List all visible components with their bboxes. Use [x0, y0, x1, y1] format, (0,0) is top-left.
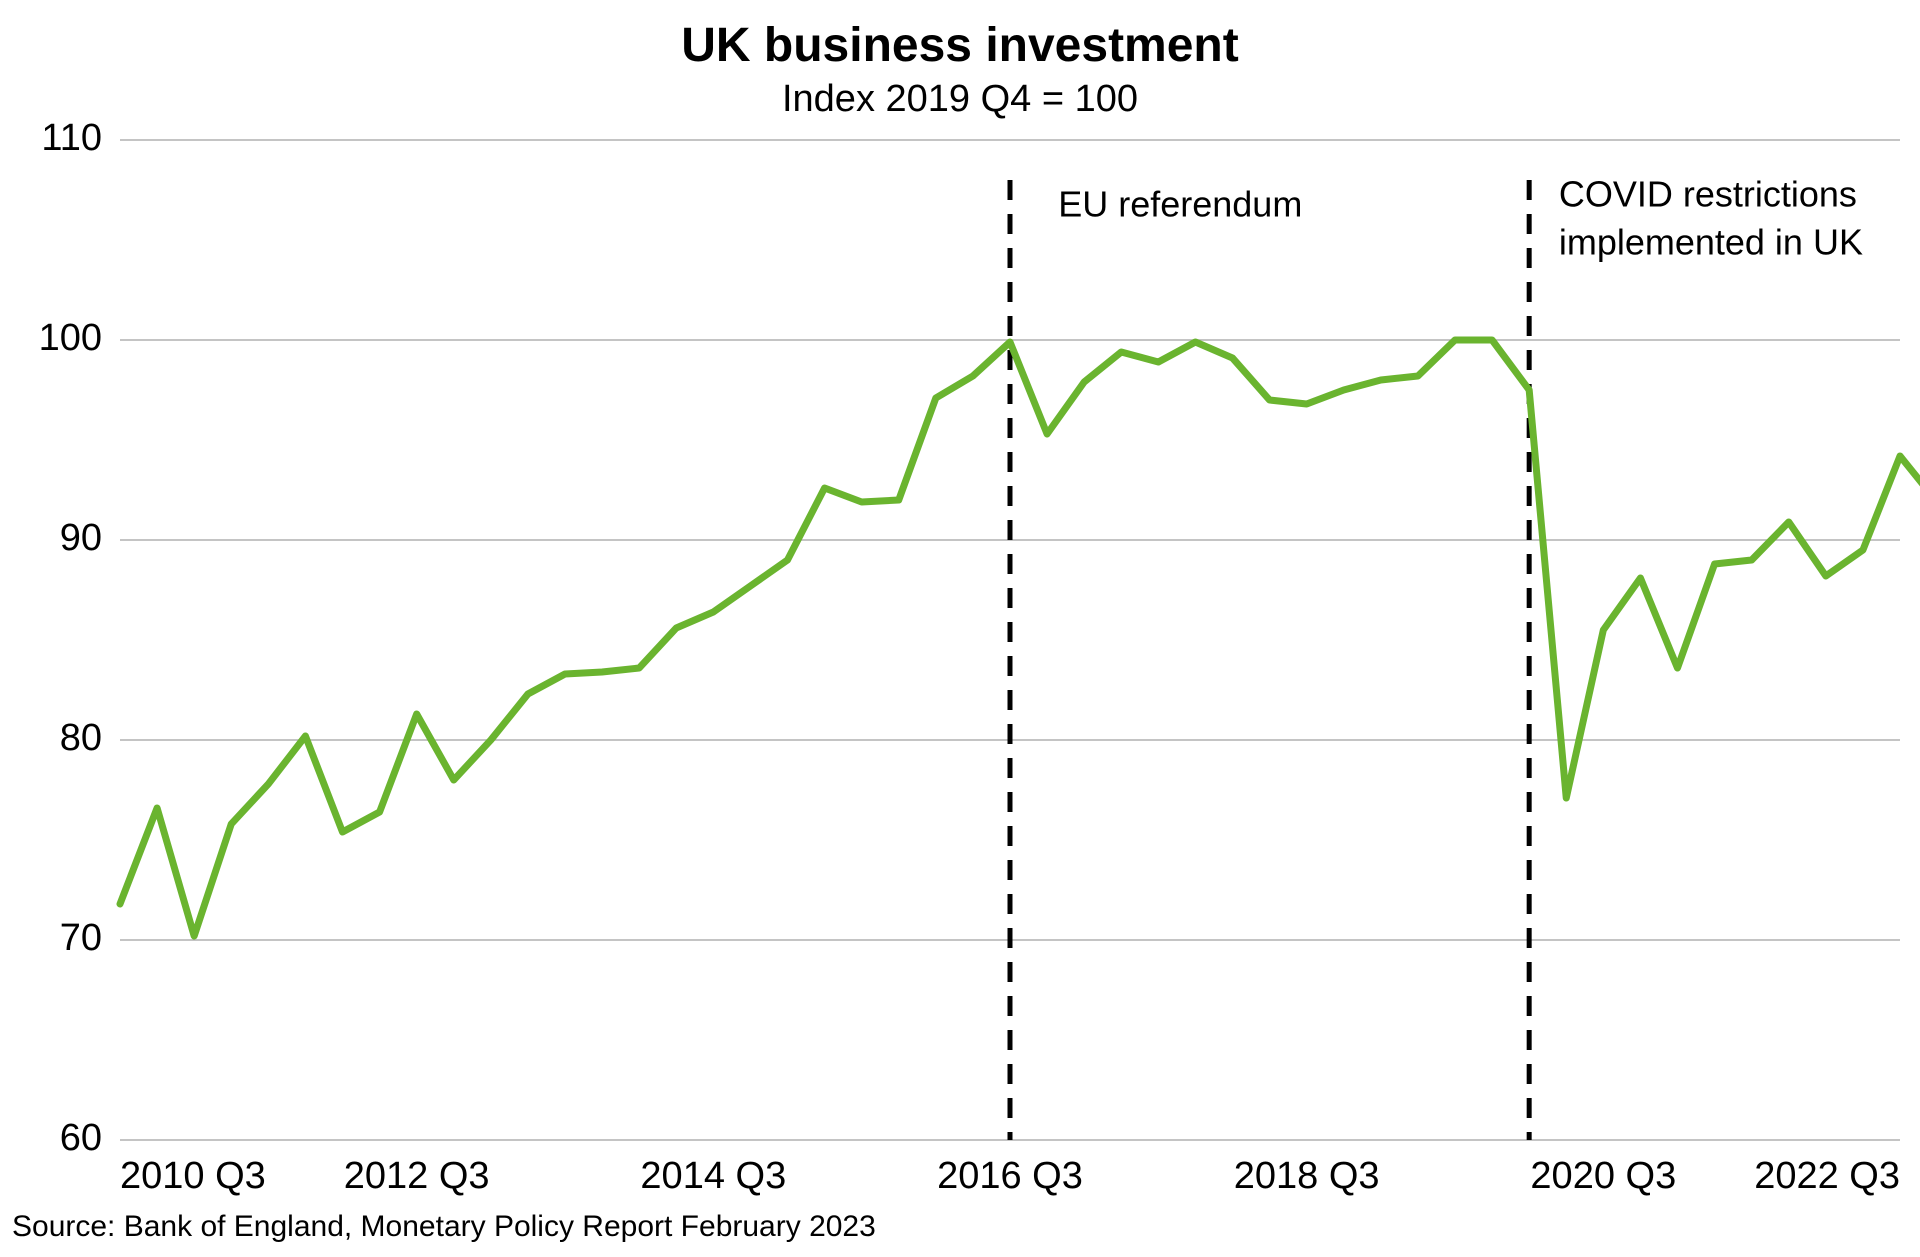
x-tick-label: 2012 Q3 — [344, 1155, 490, 1197]
chart-source: Source: Bank of England, Monetary Policy… — [12, 1210, 876, 1244]
chart-container: UK business investment Index 2019 Q4 = 1… — [0, 0, 1920, 1257]
chart-annotation: COVID restrictions — [1559, 173, 1857, 214]
y-tick-label: 70 — [60, 917, 102, 959]
chart-subtitle: Index 2019 Q4 = 100 — [0, 78, 1920, 121]
chart-svg: 60 70 80 90 100 110 2010 Q3 2012 Q3 2014 Q3 2016 … — [0, 0, 1920, 1257]
chart-annotation: EU referendum — [1058, 183, 1302, 224]
chart-title: UK business investment — [0, 18, 1920, 73]
y-tick-label: 80 — [60, 717, 102, 759]
x-tick-label: 2020 Q3 — [1530, 1155, 1676, 1197]
y-tick-label: 100 — [39, 317, 102, 359]
x-tick-label: 2014 Q3 — [640, 1155, 786, 1197]
y-tick-label: 110 — [41, 117, 102, 159]
chart-annotation: implemented in UK — [1559, 221, 1863, 262]
x-tick-label: 2018 Q3 — [1234, 1155, 1380, 1197]
x-tick-label: 2016 Q3 — [937, 1155, 1083, 1197]
x-tick-label: 2010 Q3 — [120, 1155, 266, 1197]
y-tick-label: 60 — [60, 1117, 102, 1159]
x-tick-label: 2022 Q3 — [1754, 1155, 1900, 1197]
y-tick-label: 90 — [60, 517, 102, 559]
